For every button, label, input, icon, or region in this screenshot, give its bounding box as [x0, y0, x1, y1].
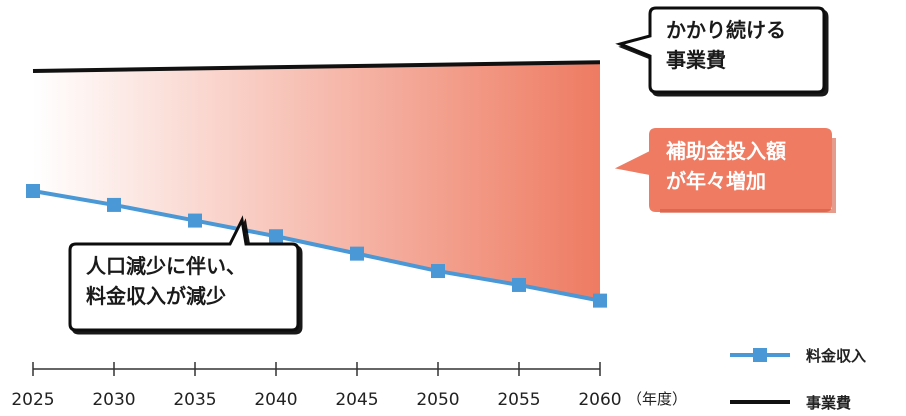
callout-cost-line-2: 事業費 [666, 48, 726, 72]
callout-revenue-bubble [68, 215, 300, 332]
x-axis-unit-label: （年度） [627, 390, 687, 408]
revenue-point-2055 [512, 277, 526, 292]
x-tick-label-2035: 2035 [173, 390, 216, 410]
callout-subsidy-text: 補助金投入額 が年々増加 [650, 128, 831, 212]
x-tick-label-2060: 2060 [578, 390, 621, 410]
x-tick-label-2025: 2025 [11, 390, 54, 410]
revenue-point-2030 [107, 197, 121, 212]
callout-cost-bubble [615, 6, 826, 94]
subsidy-area [33, 62, 600, 301]
callout-subsidy-shadow [660, 138, 836, 213]
cost-series-line [32, 60, 601, 73]
revenue-point-2025 [26, 184, 40, 198]
revenue-point-2050 [431, 264, 445, 279]
revenue-series-line [32, 189, 601, 303]
legend-revenue-swatch-marker [753, 348, 767, 362]
callout-subsidy-line-1: 補助金投入額 [666, 139, 786, 163]
callout-cost-line-1: かかり続ける [666, 18, 786, 42]
revenue-point-2045 [350, 246, 364, 261]
x-tick-label-2050: 2050 [416, 390, 459, 410]
callout-cost-text: かかり続ける 事業費 [650, 7, 824, 93]
revenue-point-2040 [269, 229, 283, 244]
callout-revenue-line-1: 人口減少に伴い、 [86, 254, 246, 278]
legend-revenue-label: 料金収入 [806, 347, 866, 365]
x-tick-label-2055: 2055 [497, 390, 540, 410]
x-tick-label-2045: 2045 [335, 390, 378, 410]
x-tick-label-2030: 2030 [92, 390, 135, 410]
callout-subsidy-bubble [614, 128, 832, 212]
x-tick-label-2040: 2040 [254, 390, 297, 410]
callout-subsidy-line-2: が年々増加 [666, 169, 766, 193]
legend-cost-label: 事業費 [806, 394, 851, 412]
callout-revenue-line-2: 料金収入が減少 [86, 284, 226, 308]
revenue-point-2060 [593, 293, 607, 308]
revenue-point-2035 [188, 213, 202, 228]
callout-revenue-text: 人口減少に伴い、 料金収入が減少 [70, 243, 298, 331]
